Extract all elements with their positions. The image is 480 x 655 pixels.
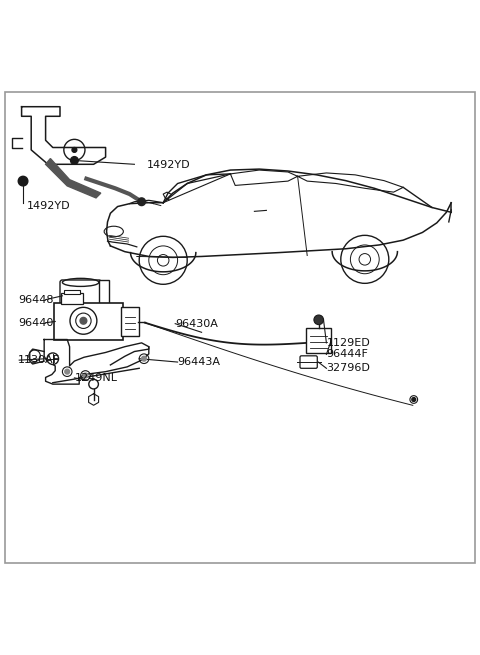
Text: 1492YD: 1492YD xyxy=(26,201,70,211)
Text: 96430A: 96430A xyxy=(175,319,218,329)
Text: 96444F: 96444F xyxy=(326,349,368,360)
Circle shape xyxy=(83,373,88,378)
Polygon shape xyxy=(22,107,106,164)
Polygon shape xyxy=(46,159,101,198)
Circle shape xyxy=(72,147,77,153)
FancyBboxPatch shape xyxy=(64,290,80,294)
Circle shape xyxy=(314,315,324,325)
Circle shape xyxy=(65,369,70,374)
FancyBboxPatch shape xyxy=(99,280,109,312)
Circle shape xyxy=(18,176,28,186)
Text: 96443A: 96443A xyxy=(178,357,221,367)
Text: 1249NL: 1249NL xyxy=(74,373,118,383)
Circle shape xyxy=(412,398,416,402)
Text: 1130AF: 1130AF xyxy=(18,355,60,365)
Text: 1129ED: 1129ED xyxy=(326,338,370,348)
Circle shape xyxy=(138,198,145,206)
Circle shape xyxy=(142,356,146,361)
Circle shape xyxy=(71,157,78,164)
Text: 96448: 96448 xyxy=(18,295,54,305)
Polygon shape xyxy=(12,138,22,147)
Circle shape xyxy=(80,318,87,324)
FancyBboxPatch shape xyxy=(306,328,331,354)
FancyBboxPatch shape xyxy=(54,303,123,341)
Circle shape xyxy=(47,353,59,364)
Polygon shape xyxy=(30,349,44,364)
Text: 96440: 96440 xyxy=(18,318,54,328)
FancyBboxPatch shape xyxy=(61,293,83,304)
Polygon shape xyxy=(89,394,98,405)
Text: 1492YD: 1492YD xyxy=(146,160,190,170)
Circle shape xyxy=(89,379,98,389)
FancyBboxPatch shape xyxy=(300,356,317,368)
FancyBboxPatch shape xyxy=(60,280,101,312)
Polygon shape xyxy=(44,339,149,384)
Text: 32796D: 32796D xyxy=(326,364,370,373)
FancyBboxPatch shape xyxy=(121,307,139,335)
